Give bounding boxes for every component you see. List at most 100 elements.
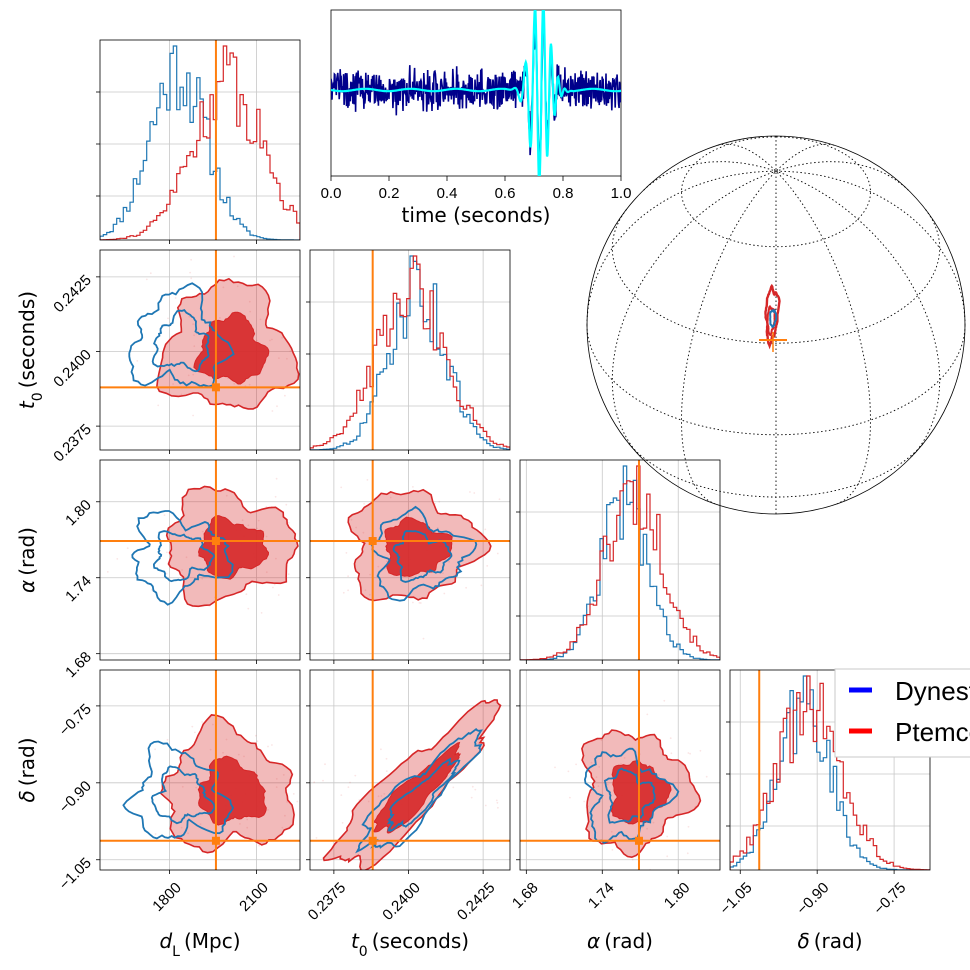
x-tick-label: 2100	[236, 879, 272, 915]
panel-frame	[99, 249, 301, 451]
y-tick-label: 1.80	[62, 497, 95, 530]
sample-point	[313, 781, 316, 784]
sample-point	[187, 832, 189, 835]
sample-point	[256, 740, 259, 742]
sample-point	[342, 591, 345, 594]
label-subscript: 0	[359, 944, 368, 960]
sample-point	[355, 526, 357, 529]
y-tick-label: −1.05	[56, 855, 95, 894]
sample-point	[347, 589, 349, 592]
sample-point	[577, 793, 579, 795]
sample-point	[496, 801, 499, 804]
panel-content	[100, 225, 308, 450]
panel-frame	[309, 669, 511, 871]
legend-label-dynesty: Dynesty	[895, 676, 970, 706]
sample-point	[267, 809, 269, 811]
sample-point	[257, 519, 260, 522]
sample-point	[567, 770, 570, 773]
sample-point	[188, 315, 191, 318]
sample-point	[705, 775, 708, 778]
panel-alpha-t0	[306, 459, 511, 664]
y-axis-label-alpha: α (rad)	[15, 527, 39, 593]
sample-point	[368, 593, 371, 596]
panel-content	[520, 460, 720, 660]
panel-dL-dL	[96, 39, 301, 244]
sample-point	[597, 785, 600, 787]
sample-point	[575, 763, 577, 766]
sample-point	[192, 225, 194, 227]
sky-meridian	[775, 143, 835, 172]
sky-meridian	[775, 170, 871, 505]
sample-point	[611, 849, 614, 851]
sample-point	[306, 294, 308, 296]
sample-point	[748, 789, 750, 791]
truth-marker	[211, 383, 220, 392]
strain-signal-line	[331, 10, 621, 176]
sample-point	[532, 797, 534, 799]
sample-point	[349, 781, 351, 784]
y-tick-label: 1.74	[62, 573, 95, 606]
x-tick-label: 0.2425	[454, 879, 498, 923]
sky-meridian	[775, 170, 941, 457]
sky-contour-ptemcee-inner	[766, 304, 776, 337]
sample-point	[340, 794, 343, 796]
x-tick-label: 0.2400	[379, 879, 423, 923]
sample-point	[345, 552, 348, 554]
sample-point	[385, 560, 388, 563]
sample-point	[324, 763, 326, 766]
label-subscript: L	[172, 944, 180, 960]
sample-point	[301, 312, 303, 314]
sample-point	[663, 699, 666, 702]
sample-point	[322, 779, 324, 782]
sample-point	[222, 751, 224, 754]
sample-point	[191, 725, 194, 728]
sample-point	[699, 749, 702, 752]
sample-point	[271, 338, 273, 341]
sample-point	[247, 607, 250, 610]
sample-point	[385, 757, 388, 760]
sample-point	[496, 552, 499, 555]
sample-point	[383, 793, 386, 795]
y-tick-label: −0.90	[56, 778, 95, 817]
sample-point	[578, 821, 580, 823]
sample-point	[271, 410, 274, 412]
strain-xtick-label: 0.0	[321, 185, 342, 202]
sky-meridian	[775, 170, 966, 326]
sample-point	[243, 755, 245, 758]
sky-contour-dynesty	[769, 308, 778, 329]
sample-point	[389, 496, 392, 499]
sample-point	[658, 774, 660, 776]
sample-point	[222, 286, 225, 289]
sample-point	[275, 786, 278, 788]
strain-xtick-label: 0.4	[437, 185, 458, 202]
sample-point	[583, 800, 586, 803]
strain-data-line	[331, 20, 621, 162]
sample-point	[354, 774, 357, 777]
sample-point	[569, 821, 571, 823]
sample-point	[172, 383, 175, 385]
sample-point	[249, 310, 252, 313]
sample-point	[185, 556, 188, 559]
sample-point	[192, 373, 195, 376]
sample-point	[511, 840, 513, 842]
sample-point	[669, 737, 672, 740]
sample-point	[248, 300, 251, 303]
panel-content	[310, 460, 510, 660]
sample-point	[686, 852, 689, 855]
label-symbol: t	[351, 929, 360, 953]
contour-dynesty-inner	[150, 765, 216, 825]
sample-point	[260, 612, 263, 614]
sample-point	[369, 573, 371, 576]
sample-point	[554, 766, 556, 769]
panel-content	[520, 670, 750, 870]
sample-point	[254, 734, 257, 737]
sample-point	[189, 271, 192, 274]
sample-point	[284, 814, 286, 817]
sample-point	[480, 584, 483, 587]
sample-point	[211, 245, 213, 247]
sample-point	[284, 394, 286, 397]
sample-point	[292, 793, 295, 795]
panel-frame	[729, 669, 931, 871]
truth-marker	[368, 836, 377, 845]
panel-frame	[519, 669, 721, 871]
